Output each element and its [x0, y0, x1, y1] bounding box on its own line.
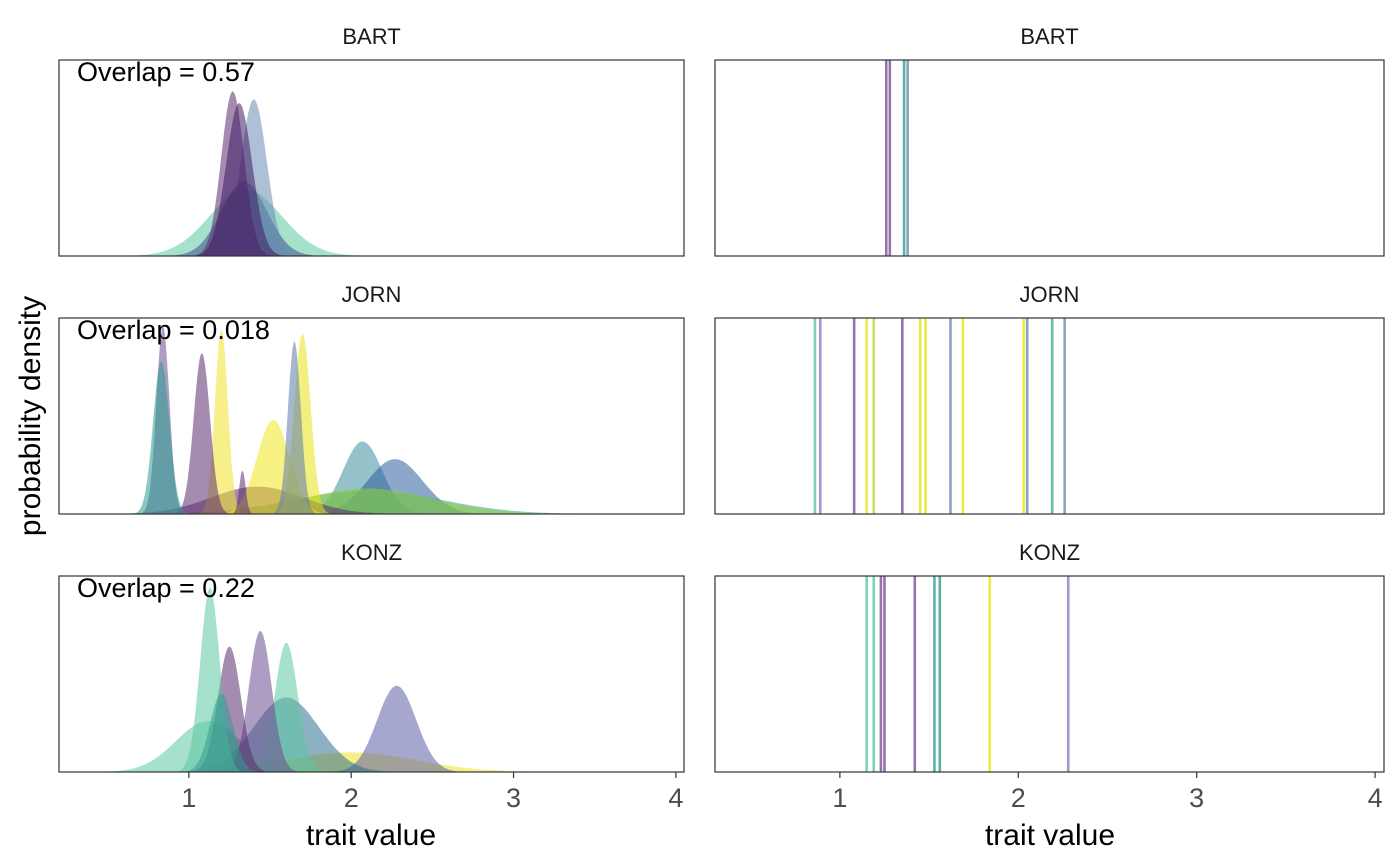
density-curve	[267, 341, 322, 514]
panel-border	[714, 317, 1385, 515]
overlap-annotation: Overlap = 0.22	[77, 573, 255, 603]
x-tick-label: 1	[832, 783, 847, 813]
strip-label: KONZ	[1019, 540, 1080, 565]
panel-border	[58, 317, 685, 515]
x-tick-label: 3	[506, 783, 521, 813]
plot-area	[60, 325, 675, 514]
strip-label: BART	[1020, 24, 1078, 49]
density-curve	[181, 646, 278, 772]
strip-label: BART	[342, 24, 400, 49]
density-curve	[184, 103, 294, 256]
overlap-annotation: Overlap = 0.018	[77, 315, 270, 345]
density-curve	[314, 685, 479, 772]
density-curve	[280, 441, 445, 514]
density-curve	[127, 361, 196, 514]
strip-label: JORN	[342, 282, 402, 307]
panel-border	[714, 59, 1385, 257]
panel-bart-values: BART	[714, 24, 1385, 257]
panel-jorn-density: JORN Overlap = 0.018	[58, 282, 685, 515]
density-curve	[205, 419, 342, 514]
x-axis-label-right: trait value	[985, 819, 1115, 852]
strip-label: JORN	[1020, 282, 1080, 307]
density-curve	[173, 693, 270, 772]
density-curve	[212, 630, 308, 772]
panel-border	[58, 575, 685, 773]
overlap-annotation: Overlap = 0.57	[77, 57, 255, 87]
density-curve	[238, 642, 334, 772]
plot-area	[865, 576, 1070, 772]
x-tick-label: 4	[668, 783, 683, 813]
x-tick-label: 2	[344, 783, 359, 813]
x-tick-label: 3	[1189, 783, 1204, 813]
x-tick-label: 2	[1011, 783, 1026, 813]
plot-area	[813, 318, 1066, 514]
plot-area	[95, 91, 396, 256]
density-curve	[194, 329, 249, 514]
density-curve	[268, 333, 337, 514]
x-tick-label: 4	[1368, 783, 1383, 813]
density-curve	[169, 587, 251, 772]
panel-jorn-values: JORN	[714, 282, 1385, 515]
plot-area	[72, 587, 624, 772]
panel-bart-density: BART Overlap = 0.57	[58, 24, 685, 257]
y-axis-label: probability density	[14, 296, 47, 536]
strip-label: KONZ	[341, 540, 402, 565]
density-curve	[279, 459, 511, 514]
plot-area	[884, 60, 909, 256]
x-axis-label-left: trait value	[306, 819, 436, 852]
panel-konz-values: KONZ 1 2 3 4	[714, 540, 1385, 813]
density-curve	[167, 353, 236, 514]
density-curve	[94, 488, 641, 514]
density-curve	[228, 470, 257, 514]
panel-grid: BART Overlap = 0.57 BART JORN Overlap = 0.01…	[58, 24, 1385, 813]
panel-konz-density: KONZ Overlap = 0.22 1 2 3 4	[58, 540, 685, 813]
panel-border	[714, 575, 1385, 773]
x-tick-label: 1	[181, 783, 196, 813]
panel-border	[58, 59, 685, 257]
